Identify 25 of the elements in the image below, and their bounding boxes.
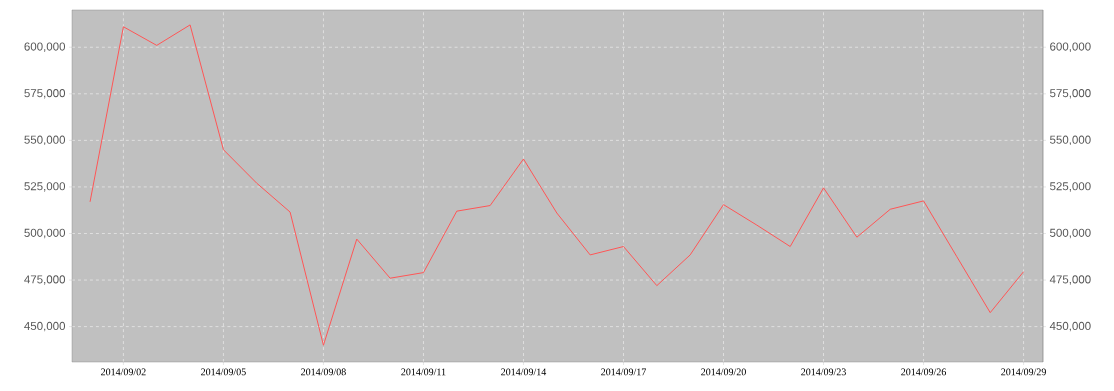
y-tick-label: 500,000	[24, 228, 66, 239]
x-tick-label: 2014/09/20	[701, 368, 746, 376]
x-tick-label: 2014/09/17	[601, 368, 646, 376]
y2-tick-label: 600,000	[1050, 42, 1091, 52]
y-tick-label: 475,000	[24, 275, 66, 285]
y-tick-label: 575,000	[24, 89, 66, 99]
y-tick-label: 450,000	[24, 321, 66, 332]
x-tick-label: 2014/09/14	[501, 368, 547, 376]
y2-tick-label: 450,000	[1049, 321, 1091, 332]
y2-tick-label: 475,000	[1049, 275, 1091, 285]
x-tick-label: 2014/09/08	[301, 368, 346, 376]
y-tick-label: 600,000	[24, 42, 66, 52]
y-tick-label: 550,000	[24, 135, 66, 146]
x-tick-label: 2014/09/29	[1001, 368, 1046, 376]
x-tick-label: 2014/09/23	[801, 368, 846, 376]
y2-tick-label: 550,000	[1050, 135, 1091, 146]
y2-tick-label: 525,000	[1050, 182, 1091, 192]
x-tick-label: 2014/09/05	[201, 368, 246, 376]
line-series	[89, 24, 1025, 346]
y-tick-label: 525,000	[24, 182, 66, 192]
x-tick-label: 2014/09/26	[901, 368, 947, 376]
y2-tick-label: 500,000	[1050, 228, 1091, 239]
y2-tick-label: 575,000	[1050, 89, 1091, 99]
x-tick-label: 2014/09/11	[401, 368, 446, 376]
x-tick-label: 2014/09/02	[101, 368, 146, 376]
